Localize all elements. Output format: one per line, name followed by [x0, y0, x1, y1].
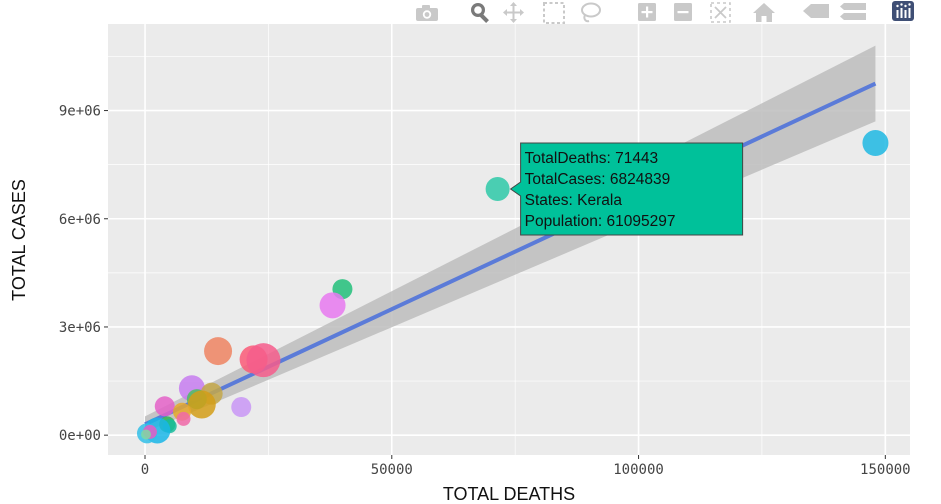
spike-lines-icon[interactable]: Toggle Spike Lines: [803, 4, 829, 18]
modebar: Download plot as a png Zoom Pan Box Sele…: [416, 1, 914, 24]
scatter-point[interactable]: [485, 177, 510, 202]
scatter-point[interactable]: [141, 429, 152, 440]
y-tick-label: 0e+00: [59, 428, 101, 444]
zoom-icon[interactable]: Zoom: [471, 3, 489, 23]
y-tick-label: 6e+06: [59, 212, 101, 228]
pan-icon[interactable]: Pan: [503, 2, 524, 23]
y-axis-ticks: 0e+00 3e+06 6e+06 9e+06: [59, 104, 108, 444]
tooltip-line: TotalCases: 6824839: [525, 171, 671, 188]
scatter-point[interactable]: [319, 292, 346, 319]
box-select-icon[interactable]: Box Select: [543, 2, 565, 24]
scatter-points: [136, 130, 889, 444]
confidence-band: [145, 45, 876, 433]
confidence-band-layer: [145, 45, 876, 433]
scatter-point[interactable]: [187, 390, 216, 419]
autoscale-icon[interactable]: Autoscale: [710, 2, 731, 23]
x-axis-title: TOTAL DEATHS: [443, 484, 575, 504]
x-axis-ticks: 0 50000 100000 150000: [141, 455, 911, 478]
x-tick-label: 0: [141, 462, 149, 478]
y-axis-title: TOTAL CASES: [9, 179, 29, 301]
reset-axes-icon[interactable]: Reset axes: [753, 3, 775, 22]
scatter-point[interactable]: [862, 130, 889, 157]
x-tick-label: 100000: [613, 462, 664, 478]
tooltip-line: Population: 61095297: [525, 213, 676, 230]
scatter-point[interactable]: [231, 397, 252, 418]
hover-tooltip: TotalDeaths: 71443 TotalCases: 6824839 Sta…: [509, 142, 744, 236]
scatter-point[interactable]: [246, 343, 281, 378]
lasso-select-icon[interactable]: Lasso Select: [581, 2, 601, 23]
tooltip-line: TotalDeaths: 71443: [525, 150, 659, 167]
plotly-logo-icon[interactable]: Produced with Plotly: [892, 1, 914, 21]
tooltip-box: [509, 142, 744, 236]
compare-hover-icon[interactable]: Compare data on hover: [840, 3, 866, 20]
x-tick-label: 150000: [860, 462, 911, 478]
tooltip-line: States: Kerala: [525, 192, 623, 209]
scatter-point[interactable]: [176, 411, 191, 426]
camera-icon[interactable]: Download plot as a png: [416, 5, 438, 21]
y-tick-label: 9e+06: [59, 104, 101, 120]
x-tick-label: 50000: [371, 462, 413, 478]
y-tick-label: 3e+06: [59, 320, 101, 336]
scatter-point[interactable]: [204, 337, 233, 366]
scatter-point[interactable]: [154, 396, 175, 417]
zoom-out-icon[interactable]: Zoom out: [674, 3, 692, 21]
zoom-in-icon[interactable]: Zoom in: [638, 3, 656, 21]
